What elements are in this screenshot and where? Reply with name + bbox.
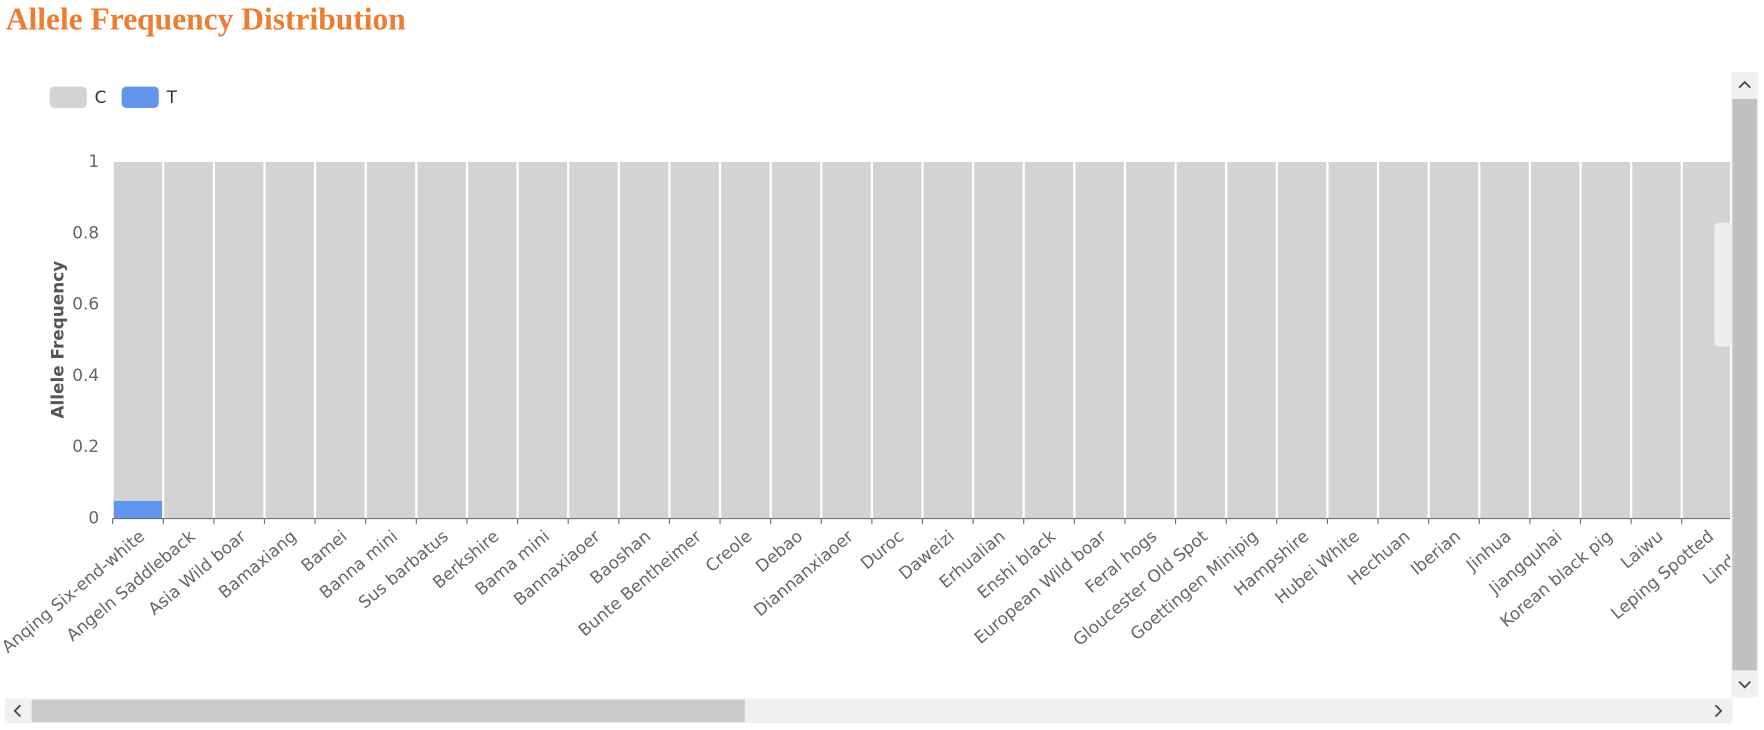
chart-title: Allele Frequency Distribution xyxy=(6,2,406,37)
bar-segment xyxy=(1075,161,1124,519)
bar-segment xyxy=(670,161,719,519)
bar-segment xyxy=(468,161,517,519)
scroll-thumb[interactable] xyxy=(31,699,745,723)
legend-swatch xyxy=(121,86,159,108)
bar-segment xyxy=(619,161,669,519)
y-axis-label: Allele Frequency xyxy=(48,261,68,419)
bar-segment xyxy=(1480,161,1529,519)
bar-segment xyxy=(518,161,568,519)
bar-segment xyxy=(1632,161,1681,519)
y-tick-label: 0.8 xyxy=(72,222,99,242)
bar-segment xyxy=(771,161,821,519)
bar-segment xyxy=(1429,161,1479,519)
bar-segment xyxy=(366,161,416,519)
horizontal-scrollbar[interactable] xyxy=(4,698,1733,724)
bar-segment xyxy=(316,161,365,519)
y-tick-label: 0.6 xyxy=(72,294,99,314)
scroll-thumb[interactable] xyxy=(1732,98,1758,671)
bar-segment xyxy=(569,161,618,519)
vertical-scrollbar[interactable] xyxy=(1731,71,1759,698)
bar-segment xyxy=(1581,161,1630,519)
bar-segment xyxy=(265,161,314,519)
y-tick-label: 1 xyxy=(88,151,99,171)
x-tick-label: Creole xyxy=(701,526,755,576)
bar-segment xyxy=(1277,161,1327,519)
bar-segment xyxy=(214,161,264,519)
bar-segment xyxy=(974,161,1023,519)
y-tick-label: 0.4 xyxy=(72,365,99,385)
bar-segment xyxy=(721,161,770,519)
bar-segment xyxy=(1328,161,1377,519)
legend-label: T xyxy=(166,87,178,107)
bar-segment xyxy=(417,161,466,519)
legend-swatch xyxy=(49,86,87,108)
bar-segment xyxy=(1227,161,1276,519)
bar-segment xyxy=(822,161,871,519)
scroll-down[interactable] xyxy=(1738,681,1751,689)
legend-label: C xyxy=(95,87,107,107)
bar-segment xyxy=(113,161,163,501)
bar-segment xyxy=(1531,161,1580,519)
bar-segment xyxy=(113,500,163,519)
bar-segment xyxy=(1024,161,1074,519)
zoom-handle[interactable] xyxy=(1714,222,1733,347)
bar-segment xyxy=(1379,161,1428,519)
bar-segment xyxy=(164,161,213,519)
bar-segment xyxy=(873,161,922,519)
y-tick-label: 0 xyxy=(88,508,99,528)
x-tick-label: Iberian xyxy=(1406,526,1464,579)
scroll-right[interactable] xyxy=(1714,704,1723,718)
scroll-left[interactable] xyxy=(13,704,21,718)
bar-segment xyxy=(923,161,972,519)
bar-segment xyxy=(1176,161,1226,519)
bar-segment xyxy=(1126,161,1175,519)
y-tick-label: 0.2 xyxy=(72,436,99,456)
scroll-up[interactable] xyxy=(1738,80,1751,89)
